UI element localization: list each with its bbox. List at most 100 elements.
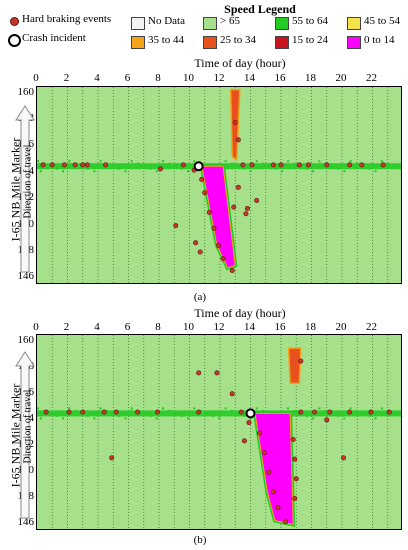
hard-braking-dot bbox=[283, 519, 289, 525]
speckle bbox=[399, 167, 401, 170]
speckle bbox=[93, 417, 96, 420]
speckle bbox=[312, 417, 315, 420]
speckle bbox=[349, 407, 352, 410]
speckle bbox=[174, 412, 177, 415]
x-tick-label: 6 bbox=[124, 321, 131, 333]
legend-label-1: > 65 bbox=[220, 15, 240, 27]
speckle bbox=[318, 160, 321, 163]
hard-braking-dot bbox=[240, 162, 246, 168]
x-tick-label: 2 bbox=[63, 72, 70, 84]
hard-braking-dot bbox=[327, 409, 333, 415]
speckle bbox=[312, 170, 315, 173]
x-tick-label: 16 bbox=[274, 72, 286, 84]
hard-braking-dot bbox=[206, 209, 212, 215]
crash-label: Crash incident bbox=[22, 32, 86, 44]
slowdown-band bbox=[37, 410, 401, 417]
speckle bbox=[212, 414, 215, 417]
crash-circle-icon bbox=[8, 34, 21, 47]
x-tick-label: 18 bbox=[305, 321, 316, 333]
hard-braking-dot bbox=[173, 223, 179, 229]
speckle bbox=[243, 414, 246, 417]
speckle bbox=[112, 165, 115, 168]
speckle bbox=[143, 412, 146, 415]
hard-braking-dot bbox=[61, 162, 67, 168]
x-tick-label: 10 bbox=[183, 321, 194, 333]
speckle bbox=[93, 170, 96, 173]
panel-a-xlabel: Time of day (hour) bbox=[194, 56, 286, 70]
speckle bbox=[193, 160, 196, 163]
speckle bbox=[143, 165, 146, 168]
hard-braking-dot bbox=[232, 120, 238, 126]
speckle bbox=[337, 414, 340, 417]
speckle bbox=[162, 160, 165, 163]
hard-braking-dot bbox=[305, 162, 311, 168]
legend-label-4: 35 to 44 bbox=[148, 34, 185, 46]
hard-braking-dot bbox=[324, 162, 330, 168]
hard-braking-dot bbox=[109, 455, 115, 461]
hard-braking-dot bbox=[202, 190, 208, 196]
speckle bbox=[62, 417, 65, 420]
hard-braking-dot bbox=[154, 409, 160, 415]
hard-braking-dot bbox=[229, 391, 235, 397]
speckle bbox=[343, 417, 346, 420]
speckle bbox=[355, 409, 358, 412]
speckle bbox=[330, 165, 333, 168]
legend-label-2: 55 to 64 bbox=[292, 15, 329, 27]
speckle bbox=[105, 409, 108, 412]
speckle bbox=[362, 412, 365, 415]
speckle bbox=[55, 167, 58, 170]
hard-braking-dot bbox=[266, 469, 272, 475]
hard-braking-dot bbox=[158, 166, 164, 172]
hard-braking-dot bbox=[278, 162, 284, 168]
speckle bbox=[249, 170, 252, 173]
panel-b-caption: (b) bbox=[193, 534, 207, 546]
hard-braking-dot bbox=[80, 162, 86, 168]
legend-swatch-2 bbox=[275, 17, 289, 30]
speckle bbox=[224, 160, 227, 163]
speckle bbox=[49, 412, 52, 415]
hard-braking-dot bbox=[347, 409, 353, 415]
hard-braking-dot bbox=[275, 504, 281, 510]
legend-label-7: 0 to 14 bbox=[364, 34, 395, 46]
hard-braking-dot-icon bbox=[10, 17, 19, 26]
speckle bbox=[162, 407, 165, 410]
hard-braking-dot bbox=[380, 162, 386, 168]
hard-braking-dot bbox=[292, 456, 298, 462]
speckle bbox=[155, 417, 158, 420]
hard-braking-dot bbox=[270, 489, 276, 495]
speckle bbox=[180, 167, 183, 170]
speckle bbox=[193, 407, 196, 410]
speckle bbox=[393, 412, 396, 415]
hard-braking-label: Hard braking events bbox=[22, 13, 112, 25]
speckle bbox=[174, 165, 177, 168]
hard-braking-dot bbox=[249, 162, 255, 168]
slow-region bbox=[287, 347, 302, 385]
speckle bbox=[168, 409, 171, 412]
speckle bbox=[262, 409, 265, 412]
speckle bbox=[180, 414, 183, 417]
hard-braking-dot bbox=[196, 370, 202, 376]
hard-braking-dot bbox=[84, 162, 90, 168]
speckle bbox=[374, 170, 377, 173]
hard-braking-dot bbox=[292, 495, 298, 501]
hard-braking-dot bbox=[197, 249, 203, 255]
speckle bbox=[287, 407, 290, 410]
legend-label-0: No Data bbox=[148, 15, 185, 27]
speckle bbox=[137, 162, 140, 165]
panel-a-caption: (a) bbox=[193, 291, 207, 303]
legend-label-3: 45 to 54 bbox=[364, 15, 401, 27]
speckle bbox=[399, 414, 401, 417]
speckle bbox=[155, 170, 158, 173]
hard-braking-dot bbox=[193, 240, 199, 246]
speckle bbox=[99, 407, 102, 410]
hard-braking-dot bbox=[231, 204, 237, 210]
speckle bbox=[318, 407, 321, 410]
hard-braking-dot bbox=[359, 162, 365, 168]
x-tick-label: 18 bbox=[305, 72, 316, 84]
x-tick-label: 4 bbox=[94, 72, 100, 84]
speckle bbox=[130, 160, 133, 163]
panel-b-plot bbox=[36, 334, 402, 530]
hard-braking-dot bbox=[235, 137, 241, 143]
speckle bbox=[112, 412, 115, 415]
legend-swatch-1 bbox=[203, 17, 217, 30]
